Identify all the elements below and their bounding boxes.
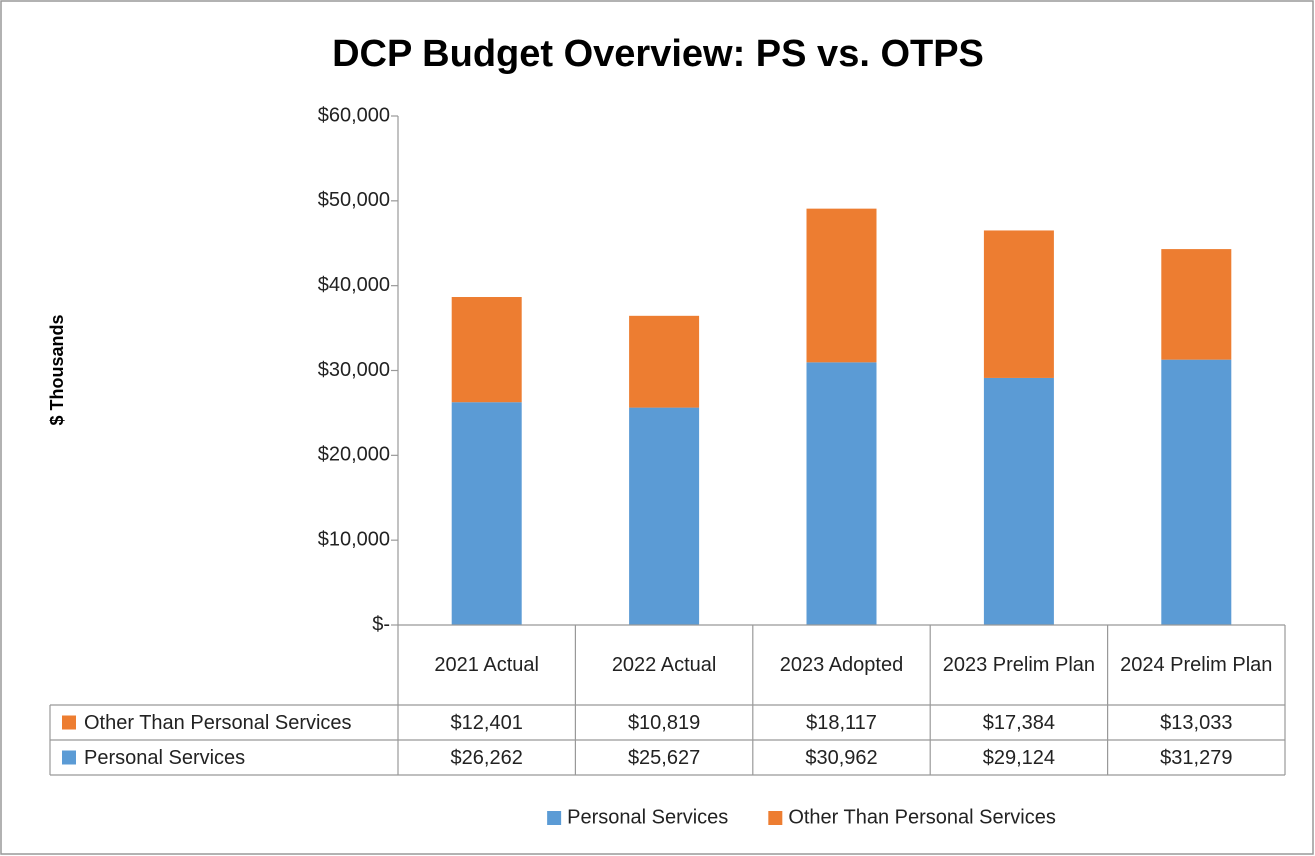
data-label: $18,117 — [806, 711, 877, 734]
data-label: $17,384 — [982, 711, 1056, 734]
y-tick-label: $10,000 — [318, 528, 390, 550]
y-tick-label: $20,000 — [318, 444, 390, 466]
bar-segment — [983, 230, 1054, 378]
x-tick-label: 2021 Actual — [434, 654, 539, 676]
x-tick-label: 2024 Prelim Plan — [1120, 654, 1273, 676]
data-label: $29,124 — [982, 746, 1056, 769]
bar-segment — [806, 208, 877, 363]
bar-segment — [629, 315, 700, 408]
bar-segment — [806, 362, 877, 625]
legend-swatch — [547, 811, 562, 825]
bar-segment — [1161, 359, 1232, 625]
x-tick-label: 2023 Prelim Plan — [942, 654, 1096, 676]
y-tick-label: $- — [372, 613, 390, 635]
table-series-name: Other Than Personal Services — [84, 711, 352, 734]
bar-segment — [1161, 249, 1232, 360]
data-label: $13,033 — [1160, 711, 1233, 734]
bar-segment — [629, 407, 700, 625]
data-label: $30,962 — [805, 746, 878, 769]
legend-label: Other Than Personal Services — [788, 806, 1056, 828]
legend-label: Personal Services — [567, 806, 728, 828]
data-label: $31,279 — [1160, 746, 1233, 769]
bar-segment — [983, 377, 1054, 625]
data-label: $10,819 — [627, 711, 701, 734]
x-tick-label: 2022 Actual — [611, 654, 717, 676]
y-axis-title: $ Thousands — [47, 314, 67, 425]
y-tick-label: $60,000 — [318, 104, 390, 126]
legend-swatch — [768, 811, 783, 825]
y-tick-label: $40,000 — [318, 274, 390, 296]
y-tick-label: $50,000 — [318, 189, 390, 211]
table-legend-key — [62, 715, 76, 730]
chart-title: DCP Budget Overview: PS vs. OTPS — [332, 33, 984, 75]
table-legend-key — [62, 750, 76, 765]
bar-segment — [451, 297, 522, 403]
data-label: $25,627 — [627, 746, 701, 769]
data-label: $26,262 — [450, 746, 523, 769]
bar-segment — [451, 402, 522, 625]
x-tick-label: 2023 Adopted — [779, 654, 904, 676]
y-tick-label: $30,000 — [318, 359, 390, 381]
data-label: $12,401 — [450, 711, 523, 734]
table-series-name: Personal Services — [84, 746, 246, 769]
